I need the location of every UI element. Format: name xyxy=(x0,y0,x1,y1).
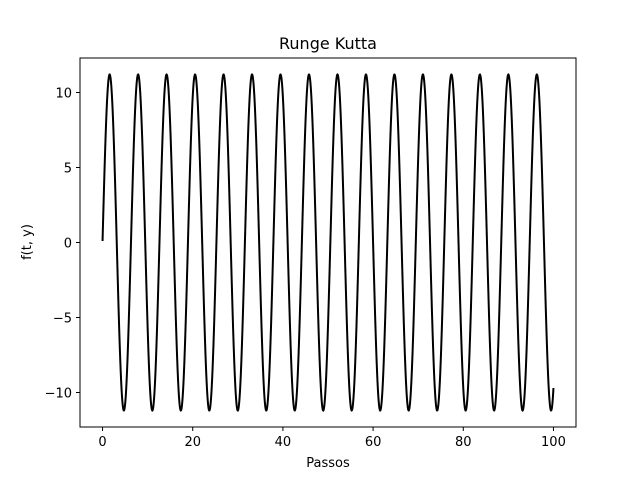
y-axis-label: f(t, y) xyxy=(20,224,35,260)
x-tick-label: 40 xyxy=(275,435,292,450)
y-tick-label: −5 xyxy=(53,312,72,327)
x-tick-label: 80 xyxy=(455,435,472,450)
x-axis-label: Passos xyxy=(306,456,350,471)
series-line xyxy=(101,73,555,412)
y-tick-label: −10 xyxy=(45,387,72,402)
y-tick-label: 5 xyxy=(64,162,72,177)
x-tick-label: 20 xyxy=(184,435,201,450)
chart-title: Runge Kutta xyxy=(279,34,377,53)
y-tick-label: 10 xyxy=(55,87,72,102)
y-axis-ticks: −10 −5 0 5 10 xyxy=(45,87,80,402)
x-axis-ticks: 0 20 40 60 80 100 xyxy=(98,427,566,450)
x-tick-label: 100 xyxy=(541,435,566,450)
x-tick-label: 0 xyxy=(98,435,106,450)
x-tick-label: 60 xyxy=(365,435,382,450)
y-tick-label: 0 xyxy=(64,237,72,252)
